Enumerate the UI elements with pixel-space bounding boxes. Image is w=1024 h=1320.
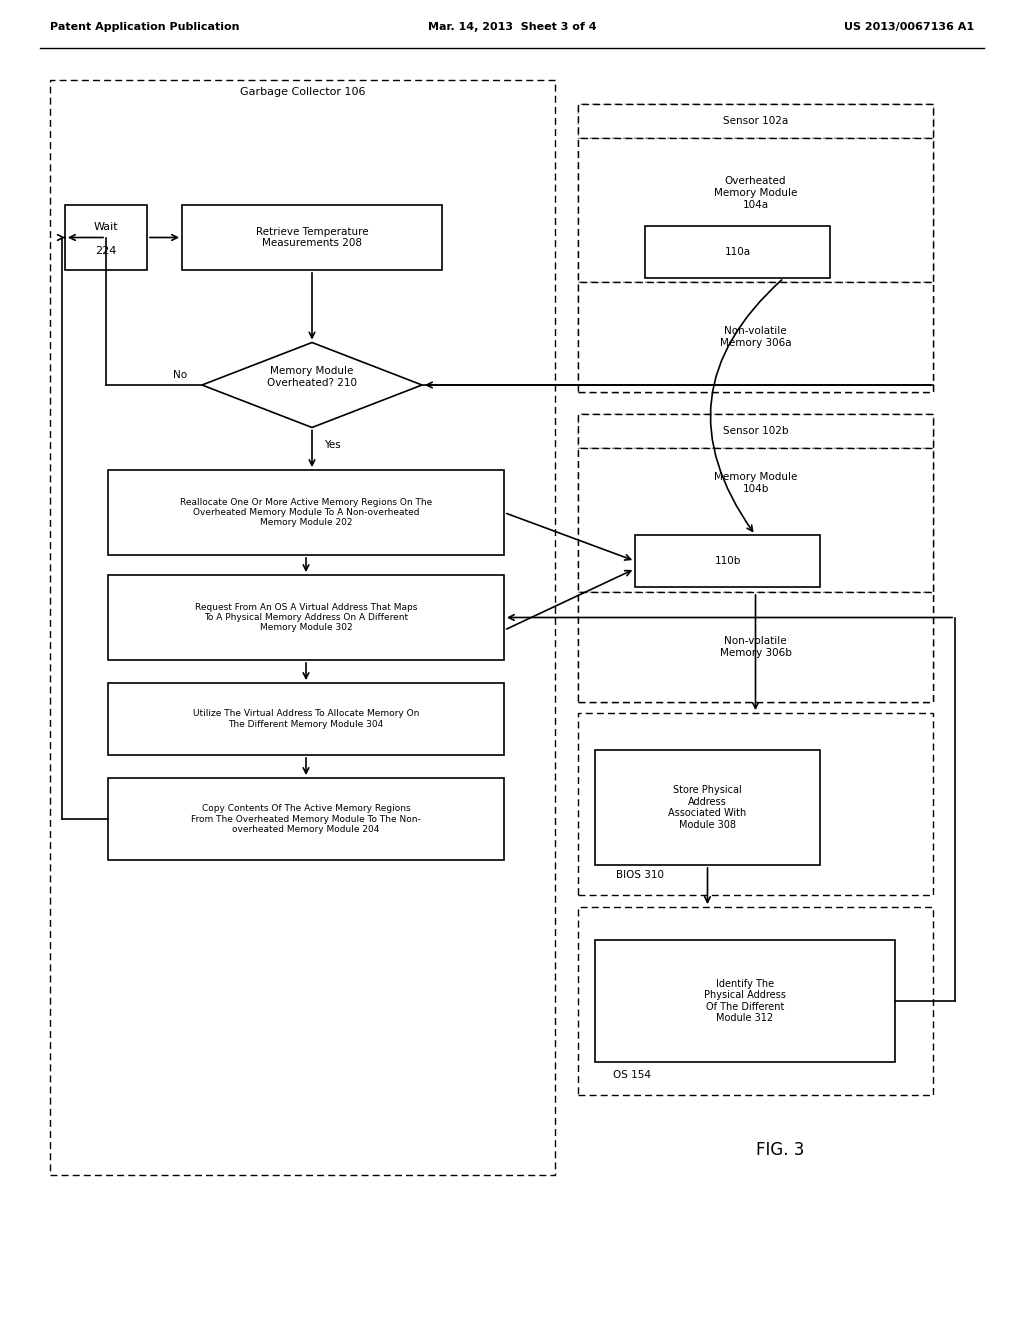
Bar — [578, 414, 933, 447]
Text: Mar. 14, 2013  Sheet 3 of 4: Mar. 14, 2013 Sheet 3 of 4 — [428, 22, 596, 32]
Bar — [578, 414, 933, 702]
Text: Overheated
Memory Module
104a: Overheated Memory Module 104a — [714, 177, 798, 210]
Text: Sensor 102a: Sensor 102a — [723, 116, 788, 125]
Bar — [635, 535, 820, 587]
Text: BIOS 310: BIOS 310 — [616, 870, 664, 880]
Bar — [578, 591, 933, 702]
Polygon shape — [202, 342, 422, 428]
Text: No: No — [173, 370, 187, 380]
Bar — [578, 104, 933, 392]
Text: Request From An OS A Virtual Address That Maps
To A Physical Memory Address On A: Request From An OS A Virtual Address Tha… — [195, 603, 417, 632]
Text: 224: 224 — [95, 246, 117, 256]
Text: Yes: Yes — [324, 440, 340, 450]
Text: Retrieve Temperature
Measurements 208: Retrieve Temperature Measurements 208 — [256, 227, 369, 248]
Text: Reallocate One Or More Active Memory Regions On The
Overheated Memory Module To : Reallocate One Or More Active Memory Reg… — [180, 498, 432, 528]
Bar — [108, 576, 504, 660]
Text: US 2013/0067136 A1: US 2013/0067136 A1 — [844, 22, 974, 32]
Bar — [595, 750, 820, 865]
Text: 110a: 110a — [724, 247, 751, 257]
FancyArrowPatch shape — [711, 280, 781, 531]
Text: Copy Contents Of The Active Memory Regions
From The Overheated Memory Module To : Copy Contents Of The Active Memory Regio… — [191, 804, 421, 834]
Bar — [578, 907, 933, 1096]
Text: Patent Application Publication: Patent Application Publication — [50, 22, 240, 32]
Text: Memory Module
104b: Memory Module 104b — [714, 473, 798, 494]
Bar — [645, 226, 830, 279]
Bar — [578, 104, 933, 139]
Text: Garbage Collector 106: Garbage Collector 106 — [240, 87, 366, 96]
Text: FIG. 3: FIG. 3 — [756, 1140, 804, 1159]
Text: Non-volatile
Memory 306b: Non-volatile Memory 306b — [720, 636, 792, 657]
Bar — [108, 777, 504, 861]
Text: OS 154: OS 154 — [613, 1071, 651, 1080]
Text: Memory Module
Overheated? 210: Memory Module Overheated? 210 — [267, 366, 357, 388]
Bar — [578, 713, 933, 895]
Text: Store Physical
Address
Associated With
Module 308: Store Physical Address Associated With M… — [669, 785, 746, 830]
Bar — [108, 682, 504, 755]
Text: 110b: 110b — [715, 556, 740, 566]
Text: Utilize The Virtual Address To Allocate Memory On
The Different Memory Module 30: Utilize The Virtual Address To Allocate … — [193, 709, 419, 729]
Bar — [578, 282, 933, 392]
Text: Sensor 102b: Sensor 102b — [723, 426, 788, 436]
Text: Wait: Wait — [93, 223, 119, 232]
Text: Identify The
Physical Address
Of The Different
Module 312: Identify The Physical Address Of The Dif… — [705, 978, 786, 1023]
Bar — [595, 940, 895, 1063]
Bar — [578, 139, 933, 282]
Bar — [578, 447, 933, 591]
Bar — [50, 81, 555, 1175]
Bar — [108, 470, 504, 554]
Bar — [65, 205, 147, 271]
Bar — [182, 205, 442, 271]
Text: Non-volatile
Memory 306a: Non-volatile Memory 306a — [720, 326, 792, 347]
